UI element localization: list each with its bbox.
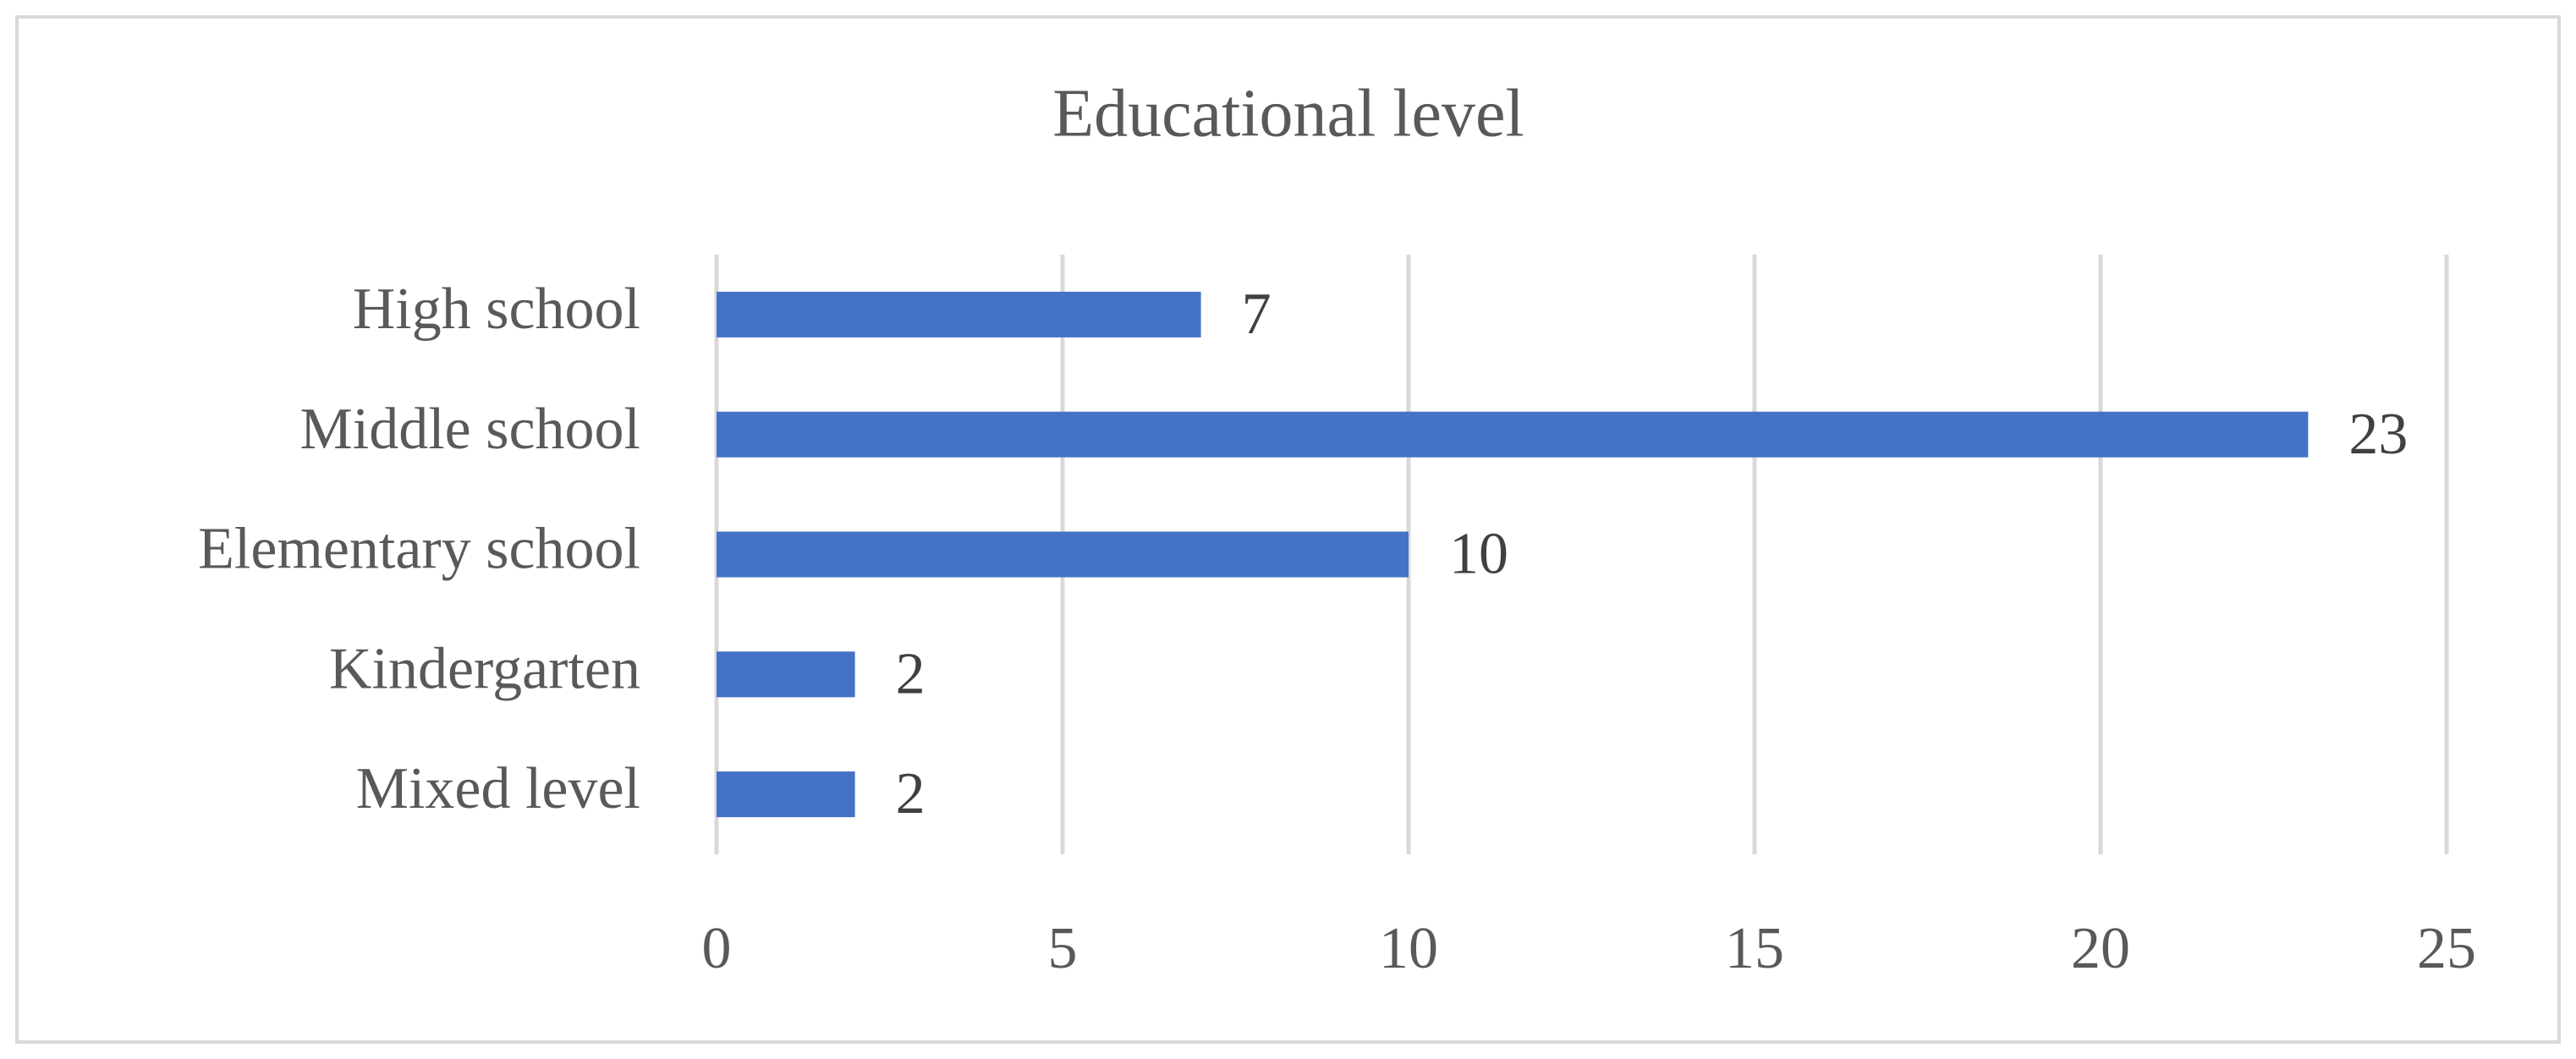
x-tick-label: 20 xyxy=(2071,916,2130,981)
chart-border xyxy=(15,15,2561,1044)
data-label: 2 xyxy=(896,641,925,706)
bar xyxy=(717,531,1409,578)
bar xyxy=(717,411,2309,458)
bar xyxy=(717,771,855,818)
x-tick-label: 10 xyxy=(1379,916,1438,981)
x-tick-label: 5 xyxy=(1048,916,1078,981)
y-tick-label: Elementary school xyxy=(198,517,640,582)
x-tick-label: 25 xyxy=(2417,916,2476,981)
chart-title: Educational level xyxy=(1052,76,1524,151)
x-tick-label: 15 xyxy=(1725,916,1784,981)
data-label: 23 xyxy=(2348,402,2408,467)
y-tick-label: Mixed level xyxy=(356,756,640,821)
y-tick-label: Middle school xyxy=(300,397,640,462)
data-label: 10 xyxy=(1449,522,1508,587)
y-tick-label: High school xyxy=(353,277,640,342)
data-label: 2 xyxy=(896,761,925,826)
bar xyxy=(717,651,855,698)
bar xyxy=(717,291,1201,337)
y-tick-label: Kindergarten xyxy=(329,636,640,701)
data-label: 7 xyxy=(1242,282,1272,347)
x-tick-label: 0 xyxy=(702,916,732,981)
